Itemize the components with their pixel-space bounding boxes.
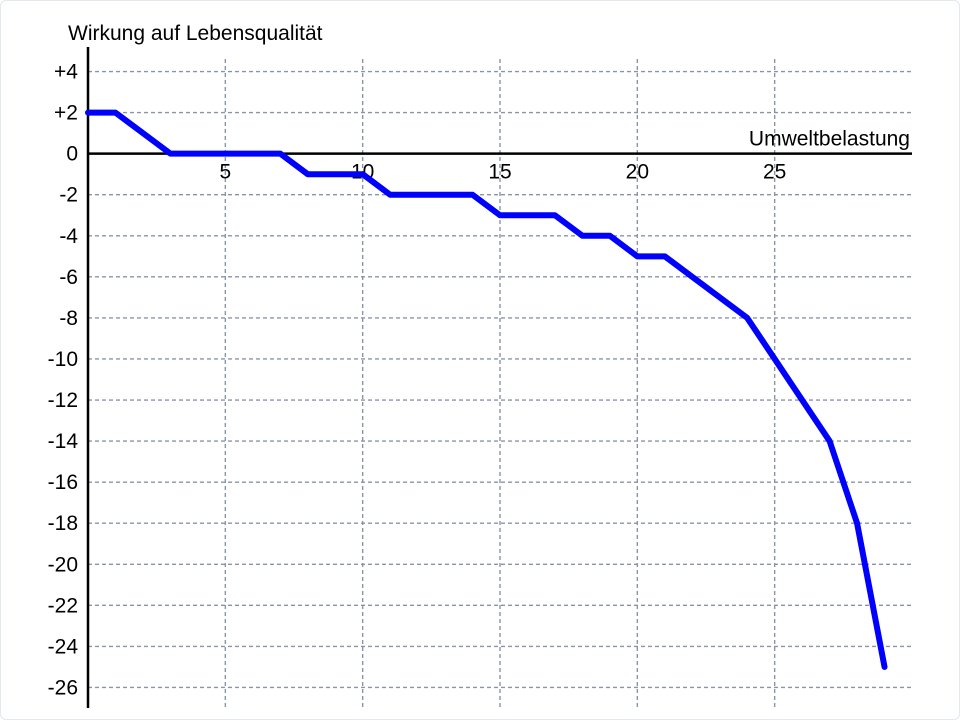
y-tick-label: -20 [48, 553, 78, 576]
y-tick-label: -10 [48, 348, 78, 371]
grid-lines [88, 59, 912, 708]
data-point [881, 664, 888, 670]
y-tick-label: -8 [59, 307, 78, 330]
y-axis-title: Wirkung auf Lebensqualität [68, 22, 323, 45]
y-tick-label: -14 [48, 430, 79, 453]
data-point [579, 233, 586, 239]
y-tick-label: -6 [59, 266, 78, 289]
y-tick-label: -4 [59, 225, 78, 248]
data-point [772, 356, 778, 362]
data-point [112, 109, 119, 116]
y-tick-label: -24 [48, 635, 79, 658]
y-tick-label: +2 [54, 102, 78, 125]
x-tick-label: 20 [626, 161, 649, 184]
x-tick-label: 25 [763, 161, 786, 184]
data-point [469, 192, 476, 198]
data-point [167, 151, 173, 157]
y-tick-label: -2 [59, 184, 78, 207]
y-tick-label: -12 [48, 389, 78, 412]
series [85, 109, 888, 670]
series-line [85, 109, 888, 670]
x-axis-title: Umweltbelastung [749, 128, 910, 151]
data-point [744, 315, 750, 321]
y-tick-label: +4 [54, 61, 78, 84]
data-point [607, 233, 613, 239]
x-tick-label: 5 [219, 161, 231, 184]
y-tick-label: -22 [48, 594, 78, 617]
y-tick-label: -26 [48, 676, 78, 699]
data-point [277, 151, 283, 157]
data-point [854, 520, 860, 526]
data-point [387, 192, 393, 198]
x-tick-label: 15 [488, 161, 511, 184]
data-point [827, 438, 833, 444]
data-point [305, 171, 311, 177]
data-point [497, 212, 503, 218]
data-point [662, 253, 668, 259]
tick-labels: +4 +2 0 -2 -4 -6 -8 -10 -12 -14 -16 -18 -20 -22 -24 -26… [48, 61, 787, 700]
data-point [85, 109, 91, 116]
data-point [634, 253, 640, 259]
data-point [552, 212, 558, 218]
y-tick-label: -16 [48, 471, 78, 494]
data-point [360, 171, 366, 177]
y-tick-label: 0 [66, 143, 78, 166]
y-tick-label: -18 [48, 512, 78, 535]
